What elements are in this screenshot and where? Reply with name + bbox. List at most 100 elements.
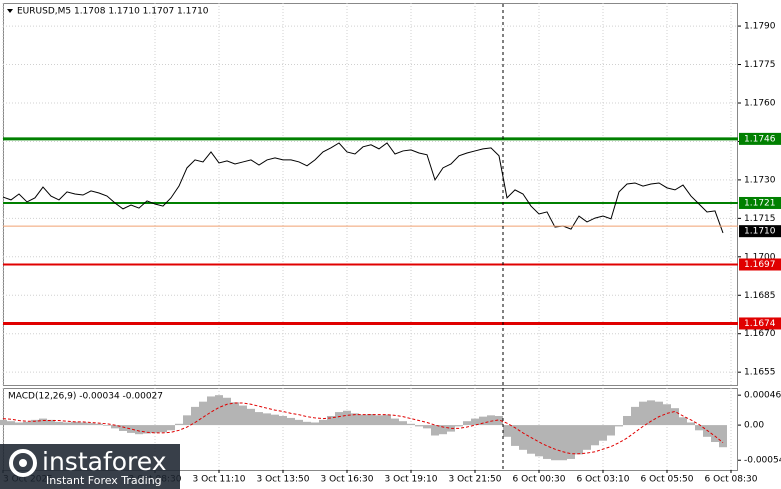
level-label-box [739, 317, 781, 330]
macd-bar [551, 425, 559, 461]
level-label: 1.1721 [744, 198, 776, 208]
macd-bar [151, 425, 159, 433]
macd-tick-label: 0.00046 [744, 391, 781, 401]
macd-bar [679, 417, 687, 426]
macd-tick-label: 0.00 [744, 421, 764, 431]
x-tick-label: 3 Oct 19:10 [385, 475, 438, 485]
macd-bar [55, 421, 63, 426]
macd-bar [719, 425, 727, 448]
logo-icon [9, 449, 37, 477]
macd-bar [591, 425, 599, 446]
macd-bar [183, 415, 191, 426]
macd-bar [351, 413, 359, 426]
macd-bar [95, 423, 103, 426]
macd-bar [367, 414, 375, 426]
macd-bar [343, 410, 351, 426]
macd-bar [127, 425, 135, 433]
macd-bar [135, 425, 143, 435]
macd-bar [511, 425, 519, 446]
x-tick-label: 6 Oct 03:10 [577, 475, 630, 485]
macd-bar [63, 422, 71, 426]
macd-bar [231, 402, 239, 426]
macd-bar [271, 414, 279, 426]
macd-bar [575, 425, 583, 455]
level-label-box [739, 258, 781, 271]
macd-bar [567, 425, 575, 459]
y-tick-label: 1.1760 [744, 98, 776, 108]
y-tick-label: 1.1715 [744, 214, 776, 224]
macd-bar [687, 422, 695, 426]
current-price-box [739, 225, 781, 238]
macd-bar [119, 425, 127, 431]
macd-bar [399, 421, 407, 426]
macd-bar [303, 421, 311, 426]
macd-bar [447, 425, 455, 432]
y-tick-label: 1.1655 [744, 368, 776, 378]
macd-bar [695, 425, 703, 431]
macd-bar [647, 400, 655, 426]
x-tick-label: 3 Oct 11:10 [193, 475, 246, 485]
current-price-label: 1.1710 [744, 227, 776, 237]
logo-icon-dot [19, 459, 27, 467]
macd-bar [623, 415, 631, 426]
macd-bar [527, 425, 535, 454]
macd-bar [383, 414, 391, 426]
macd-bar [519, 425, 527, 450]
macd-bar [503, 425, 511, 437]
macd-tick-label: -0.00054 [744, 456, 781, 466]
macd-bar [191, 406, 199, 426]
macd-bar [415, 425, 423, 427]
macd-bar [327, 415, 335, 426]
y-tick-label: 1.1685 [744, 291, 776, 301]
macd-bar [167, 425, 175, 431]
macd-title: MACD(12,26,9) -0.00034 -0.00027 [8, 392, 163, 402]
macd-bar [423, 425, 431, 429]
macd-bar [583, 425, 591, 450]
macd-bar [463, 421, 471, 426]
macd-bar [311, 422, 319, 426]
macd-bar [703, 425, 711, 437]
price-line [2, 142, 724, 234]
macd-bar [471, 418, 479, 426]
chart-title: EURUSD,M5 1.1708 1.1710 1.1707 1.1710 [17, 7, 209, 17]
menu-arrow [7, 9, 13, 13]
macd-bar [671, 408, 679, 426]
y-tick-label: 1.1790 [744, 22, 776, 32]
macd-bar [543, 425, 551, 459]
macd-bar [391, 418, 399, 426]
macd-bar [663, 404, 671, 426]
macd-bar [495, 415, 503, 426]
macd-bar [0, 419, 7, 426]
level-label-box [739, 196, 781, 209]
macd-bar [87, 423, 95, 426]
x-tick-label: 3 Oct 16:30 [321, 475, 374, 485]
x-tick-label: 6 Oct 00:30 [513, 475, 566, 485]
macd-bar [711, 425, 719, 443]
level-label: 1.1746 [744, 134, 776, 144]
macd-bar [631, 406, 639, 426]
macd-panel [3, 388, 738, 471]
macd-bar [319, 419, 327, 426]
y-tick-label: 1.1775 [744, 60, 776, 70]
macd-bar [215, 395, 223, 426]
macd-bar [479, 416, 487, 426]
macd-bar [295, 419, 303, 426]
macd-bar [615, 425, 623, 427]
macd-bar [639, 401, 647, 426]
macd-bar [47, 419, 55, 426]
price-panel [3, 3, 738, 386]
macd-bar [263, 413, 271, 426]
macd-bar [335, 412, 343, 426]
macd-bar [79, 422, 87, 426]
logo: instaforex Instant Forex Trading [0, 444, 180, 489]
macd-bar [287, 417, 295, 426]
macd-bar [655, 401, 663, 426]
macd-bar [175, 423, 183, 426]
x-tick-label: 6 Oct 08:30 [705, 475, 758, 485]
macd-bar [439, 425, 447, 435]
logo-name: instaforex [42, 447, 167, 476]
macd-bar [455, 425, 463, 427]
macd-bar [39, 418, 47, 426]
macd-bar [607, 425, 615, 436]
